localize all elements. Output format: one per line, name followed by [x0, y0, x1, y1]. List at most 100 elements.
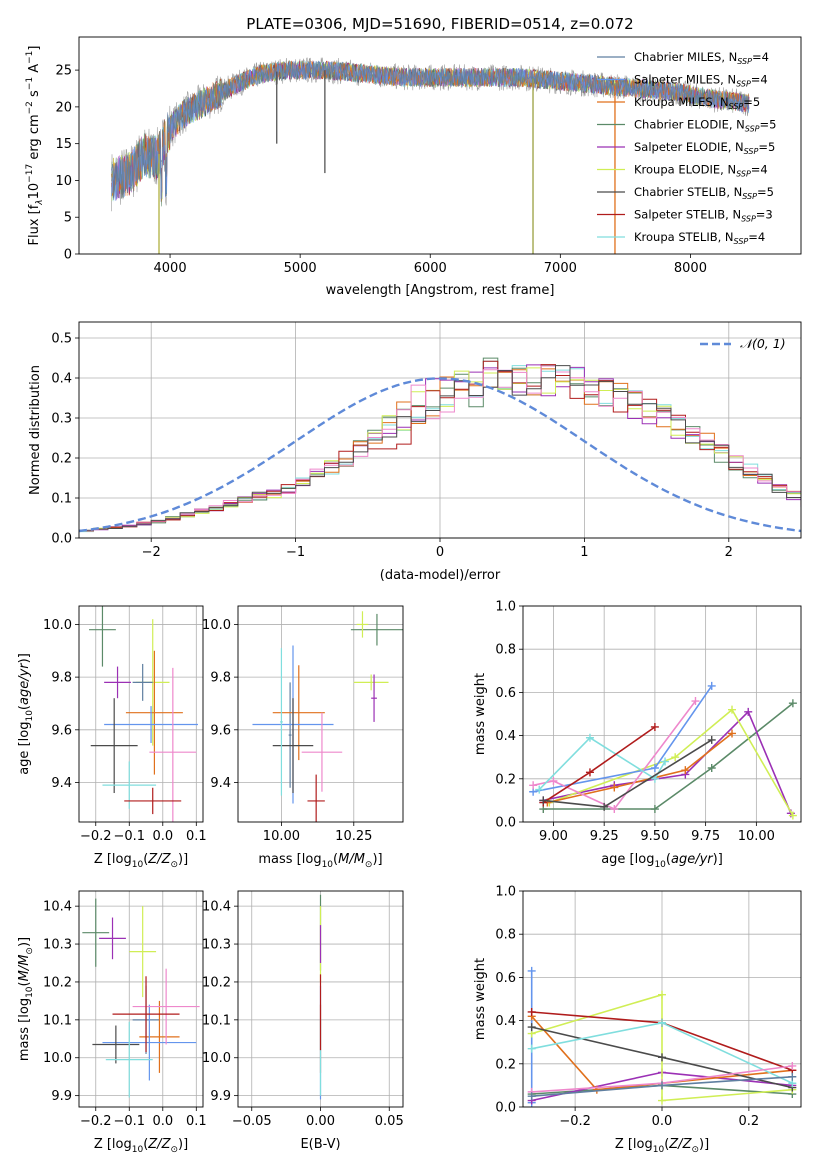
- legend-label: Salpeter ELODIE, NSSP=5: [634, 140, 775, 156]
- x-tick-label: 9.50: [640, 829, 669, 844]
- y-tick-label: 0.2: [495, 772, 516, 787]
- x-axis-label: Z [log10(Z/Z⊙)]: [615, 1137, 709, 1155]
- subscript: SSP: [745, 125, 760, 134]
- superscript: −1: [25, 77, 35, 90]
- label-part: s: [27, 90, 42, 101]
- legend: Chabrier MILES, NSSP=4 Salpeter MILES, NS…: [597, 50, 776, 246]
- subscript: 10: [654, 860, 666, 870]
- series-marker: [691, 697, 700, 706]
- x-tick-label: 0.1: [186, 829, 207, 844]
- label-part: (: [17, 705, 32, 710]
- label-part: )]: [699, 1137, 709, 1152]
- x-tick-label: −0.2: [80, 829, 112, 844]
- x-tick-label: 5000: [284, 261, 317, 276]
- series-marker: [650, 764, 659, 772]
- y-tick-label: 0.4: [495, 729, 516, 744]
- chart-spectrum: 4000 5000 6000 7000 8000 0 5 10 15 20 25 wavelength…: [25, 36, 802, 298]
- plot-layer: 4000 5000 6000 7000 80000510152025wavelength…: [17, 36, 802, 1155]
- y-axis-label: mass [log10(M/M⊙)]: [17, 937, 35, 1061]
- series-line: [543, 710, 792, 814]
- series-marker: [658, 1081, 666, 1090]
- series-marker: [527, 1007, 536, 1016]
- histogram-step: [79, 364, 801, 532]
- y-tick-label: 10.0: [43, 1051, 72, 1066]
- x-tick-label: 0.00: [306, 1114, 335, 1129]
- y-axis-label: mass weight: [473, 673, 488, 755]
- y-tick-label: 9.6: [51, 723, 72, 738]
- label-part: =3: [756, 208, 773, 222]
- subscript: ⊙: [365, 860, 373, 870]
- x-tick-label: −0.05: [232, 1114, 272, 1129]
- x-tick-label: 9.25: [590, 829, 619, 844]
- subscript: ⊙: [170, 1145, 178, 1155]
- label-part: (: [17, 981, 32, 986]
- errorbar-group: [89, 606, 198, 822]
- axes-frame: [237, 890, 404, 1108]
- series-marker: [671, 753, 680, 762]
- label-part: =4: [751, 163, 768, 177]
- subscript: 10: [322, 860, 334, 870]
- subscript: SSP: [744, 147, 759, 156]
- label-part: )]: [178, 1137, 188, 1152]
- y-tick-label: 9.9: [210, 1089, 231, 1104]
- series-marker: [658, 1018, 666, 1027]
- axes-frame: [522, 605, 802, 823]
- series-marker: [585, 733, 594, 742]
- chart-massweight-vs-age: 9.00 9.25 9.50 9.75 10.00 0.0 0.2 0.4 0.6 0.8 1.0 a…: [473, 600, 802, 870]
- x-axis-label: wavelength [Angstrom, rest frame]: [326, 283, 555, 298]
- y-tick-label: 9.8: [51, 671, 72, 686]
- y-tick-label: 10.0: [202, 618, 231, 633]
- subscript: ⊙: [170, 860, 178, 870]
- x-tick-label: −2: [142, 545, 161, 560]
- spectra-group: [111, 57, 750, 254]
- histogram-step: [79, 357, 801, 532]
- label-part: age/yr: [17, 662, 32, 705]
- series-group: [527, 966, 797, 1107]
- x-tick-label: 0.0: [652, 1114, 673, 1129]
- label-part: =5: [757, 185, 774, 199]
- series-marker: [788, 699, 797, 708]
- y-tick-label: 9.6: [210, 723, 231, 738]
- superscript: −2: [25, 101, 35, 114]
- series-marker: [744, 707, 753, 716]
- series-group: [529, 681, 797, 820]
- subscript: SSP: [729, 102, 744, 111]
- y-tick-label: 9.4: [210, 776, 231, 791]
- label-part: )]: [17, 937, 32, 947]
- figure-title: PLATE=0306, MJD=51690, FIBERID=0514, z=0…: [246, 15, 633, 33]
- label-part: erg cm: [27, 114, 42, 163]
- x-tick-label: 10.00: [738, 829, 775, 844]
- series-marker: [728, 729, 737, 738]
- y-tick-label: 10.2: [43, 975, 72, 990]
- y-tick-label: 25: [55, 64, 72, 79]
- axes-frame: [78, 36, 802, 255]
- label-part: =5: [758, 140, 775, 154]
- chart-massweight-vs-Z: −0.2 0.0 0.2 0.0 0.2 0.4 0.6 0.8 1.0 Z [log10(Z/Z…: [473, 885, 802, 1155]
- x-axis-label: E(B-V): [300, 1137, 340, 1152]
- series-marker: [600, 802, 609, 811]
- label-part: )]: [713, 852, 723, 867]
- subscript: SSP: [742, 192, 757, 201]
- y-tick-label: 0.3: [51, 412, 72, 427]
- subscript: ⊙: [691, 1145, 699, 1155]
- y-tick-label: 20: [55, 100, 72, 115]
- subscript: 10: [25, 986, 35, 998]
- x-tick-label: 4000: [154, 261, 187, 276]
- legend-label: Chabrier MILES, NSSP=4: [634, 50, 769, 66]
- y-axis-label: Normed distribution: [28, 365, 43, 495]
- x-axis-label: Z [log10(Z/Z⊙)]: [94, 1137, 188, 1155]
- series-line: [532, 700, 697, 810]
- label-part: =5: [760, 118, 777, 132]
- x-tick-label: 0: [436, 545, 444, 560]
- subscript: λ: [35, 199, 45, 205]
- axes-frame: [237, 605, 404, 823]
- x-tick-label: −0.2: [559, 1114, 591, 1129]
- y-axis-label: mass weight: [473, 958, 488, 1040]
- series-marker: [529, 781, 538, 790]
- subscript: SSP: [737, 57, 752, 66]
- axes-frame: [78, 321, 802, 539]
- series-marker: [788, 1072, 797, 1081]
- series-marker: [788, 811, 797, 820]
- y-tick-label: 10: [55, 174, 72, 189]
- label-part: Z/Z: [668, 1137, 692, 1152]
